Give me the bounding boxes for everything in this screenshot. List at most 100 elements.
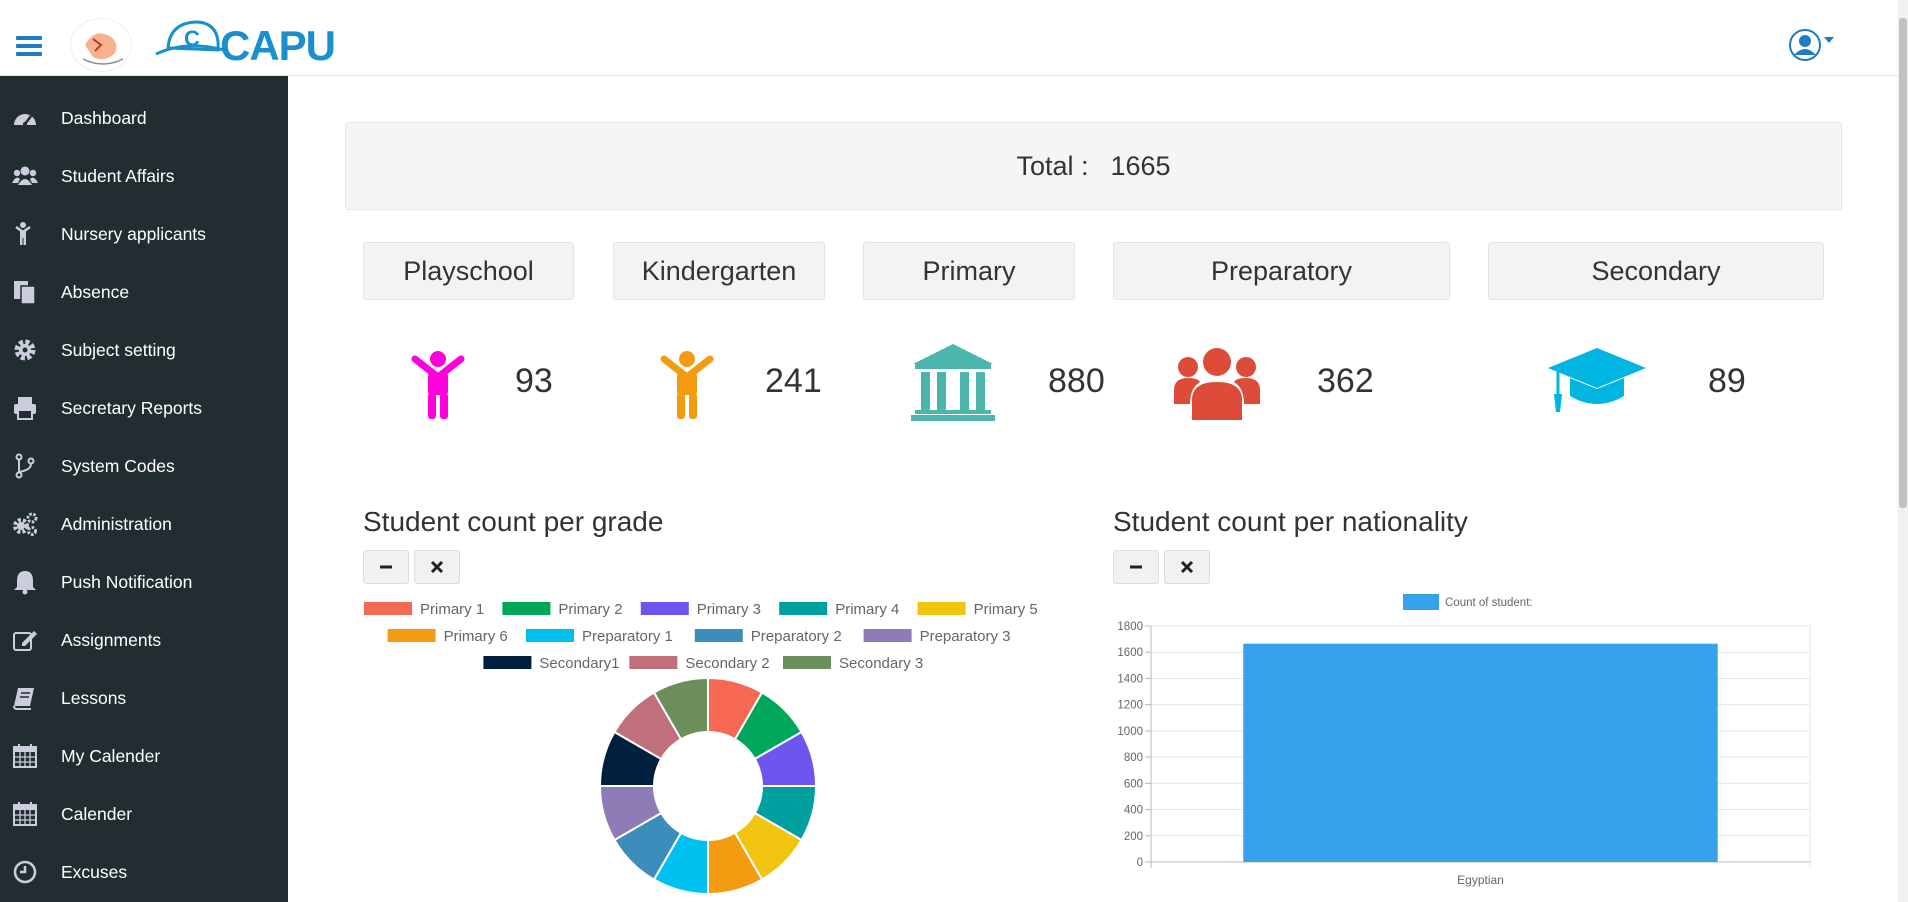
- legend-label[interactable]: Primary 1: [420, 601, 484, 618]
- y-tick-label: 400: [1124, 805, 1143, 817]
- child-icon: [411, 351, 465, 419]
- remove-button[interactable]: [414, 550, 460, 584]
- legend-swatch[interactable]: [640, 602, 689, 615]
- caret-down-icon: [1824, 37, 1834, 43]
- legend-swatch[interactable]: [387, 629, 436, 642]
- sidebar-item-lessons[interactable]: Lessons: [0, 669, 288, 727]
- legend-label[interactable]: Primary 4: [835, 601, 899, 618]
- count-secondary: 89: [1708, 362, 1746, 400]
- bell-icon: [14, 571, 36, 595]
- y-tick-label: 1600: [1117, 647, 1143, 659]
- category-kindergarten: Kindergarten: [613, 242, 825, 300]
- sidebar-item-secretary-reports[interactable]: Secretary Reports: [0, 379, 288, 437]
- close-icon: [430, 560, 444, 574]
- sidebar-item-subject-setting[interactable]: Subject setting: [0, 321, 288, 379]
- legend-label[interactable]: Preparatory 3: [920, 628, 1011, 645]
- collapse-button[interactable]: [1113, 550, 1159, 584]
- child-icon: [660, 351, 714, 419]
- nationality-bar-chart: Count of student: 0 200 400 600 800 1000 1200 14…: [1117, 594, 1811, 887]
- remove-button[interactable]: [1164, 550, 1210, 584]
- legend-swatch[interactable]: [1403, 594, 1439, 610]
- count-preparatory: 362: [1317, 362, 1374, 400]
- total-panel: Total : 1665: [345, 122, 1842, 210]
- institution-icon: [911, 344, 995, 421]
- sidebar-item-label: System Codes: [61, 455, 175, 476]
- count-playschool: 93: [515, 362, 553, 400]
- x-tick-label: Egyptian: [1457, 873, 1504, 887]
- minus-icon: [380, 565, 392, 569]
- sidebar-item-dashboard[interactable]: Dashboard: [0, 89, 288, 147]
- legend-label[interactable]: Secondary 3: [839, 655, 923, 672]
- legend-swatch[interactable]: [863, 629, 912, 642]
- total-value: 1665: [1110, 150, 1171, 181]
- count-kindergarten: 241: [765, 362, 822, 400]
- sidebar-item-push-notification[interactable]: Push Notification: [0, 553, 288, 611]
- sidebar-item-excuses[interactable]: Excuses: [0, 843, 288, 901]
- bar[interactable]: [1243, 643, 1718, 862]
- sidebar-item-label: Subject setting: [61, 339, 176, 360]
- nationality-chart-title: Student count per nationality: [1113, 506, 1468, 537]
- app-logo-text: CAPU: [220, 22, 336, 69]
- school-logo: [70, 18, 132, 72]
- legend-label[interactable]: Preparatory 2: [751, 628, 842, 645]
- sidebar-item-label: Excuses: [61, 861, 128, 882]
- legend-label[interactable]: Count of student:: [1445, 597, 1533, 609]
- calendar-icon: [13, 802, 37, 826]
- legend-label[interactable]: Secondary1: [539, 655, 619, 672]
- legend-swatch[interactable]: [483, 656, 532, 669]
- collapse-button[interactable]: [363, 550, 409, 584]
- legend-label[interactable]: Preparatory 1: [582, 628, 673, 645]
- sidebar-item-label: Administration: [61, 513, 172, 534]
- dashboard-icon: [14, 114, 36, 126]
- sidebar-item-student-affairs[interactable]: Student Affairs: [0, 147, 288, 205]
- category-playschool: Playschool: [363, 242, 574, 300]
- y-tick-label: 1800: [1117, 621, 1143, 633]
- sidebar-item-label: Dashboard: [61, 107, 147, 128]
- legend-swatch[interactable]: [917, 602, 966, 615]
- y-tick-label: 1200: [1117, 700, 1143, 712]
- legend-swatch[interactable]: [783, 656, 831, 669]
- y-tick-label: 1000: [1117, 726, 1143, 738]
- sidebar-item-assignments[interactable]: Assignments: [0, 611, 288, 669]
- close-icon: [1180, 560, 1194, 574]
- grade-chart-title: Student count per grade: [363, 506, 664, 537]
- legend-swatch[interactable]: [629, 656, 678, 669]
- legend-label[interactable]: Primary 2: [558, 601, 622, 618]
- user-menu[interactable]: [1788, 28, 1836, 62]
- menu-toggle-icon[interactable]: [16, 36, 42, 58]
- sidebar-item-calender[interactable]: Calender: [0, 785, 288, 843]
- book-icon: [13, 688, 34, 710]
- legend-label[interactable]: Secondary 2: [685, 655, 769, 672]
- main-content: Total : 1665 Playschool Kindergarten Pri…: [288, 76, 1908, 902]
- category-primary: Primary: [863, 242, 1075, 300]
- sidebar-item-absence[interactable]: Absence: [0, 263, 288, 321]
- users-icon: [12, 166, 38, 185]
- sidebar-item-label: Student Affairs: [61, 165, 175, 186]
- sidebar-item-my-calender[interactable]: My Calender: [0, 727, 288, 785]
- legend-swatch[interactable]: [526, 629, 574, 642]
- sidebar-item-administration[interactable]: Administration: [0, 495, 288, 553]
- legend-swatch[interactable]: [364, 602, 412, 615]
- sidebar: Dashboard Student Affairs Nursery applic…: [0, 76, 288, 902]
- legend-swatch[interactable]: [502, 602, 551, 615]
- sidebar-item-label: Nursery applicants: [61, 223, 206, 244]
- capu-logo: C CAPU: [150, 18, 340, 70]
- page-scrollbar[interactable]: [1898, 0, 1908, 902]
- top-bar: C CAPU: [0, 0, 1908, 76]
- legend-swatch[interactable]: [779, 602, 828, 615]
- sidebar-item-nursery-applicants[interactable]: Nursery applicants: [0, 205, 288, 263]
- donut-slice[interactable]: [652, 676, 709, 741]
- scrollbar-thumb[interactable]: [1899, 18, 1907, 508]
- files-icon: [14, 281, 36, 305]
- legend-label[interactable]: Primary 5: [974, 601, 1038, 618]
- legend-label[interactable]: Primary 3: [697, 601, 761, 618]
- sidebar-item-system-codes[interactable]: System Codes: [0, 437, 288, 495]
- edit-icon: [13, 631, 37, 651]
- svg-text:C: C: [184, 26, 200, 51]
- total-label: Total :: [1016, 150, 1089, 181]
- y-tick-label: 1400: [1117, 673, 1143, 685]
- legend-label[interactable]: Primary 6: [444, 628, 508, 645]
- sidebar-item-label: Push Notification: [61, 571, 193, 592]
- category-secondary: Secondary: [1488, 242, 1824, 300]
- legend-swatch[interactable]: [694, 629, 743, 642]
